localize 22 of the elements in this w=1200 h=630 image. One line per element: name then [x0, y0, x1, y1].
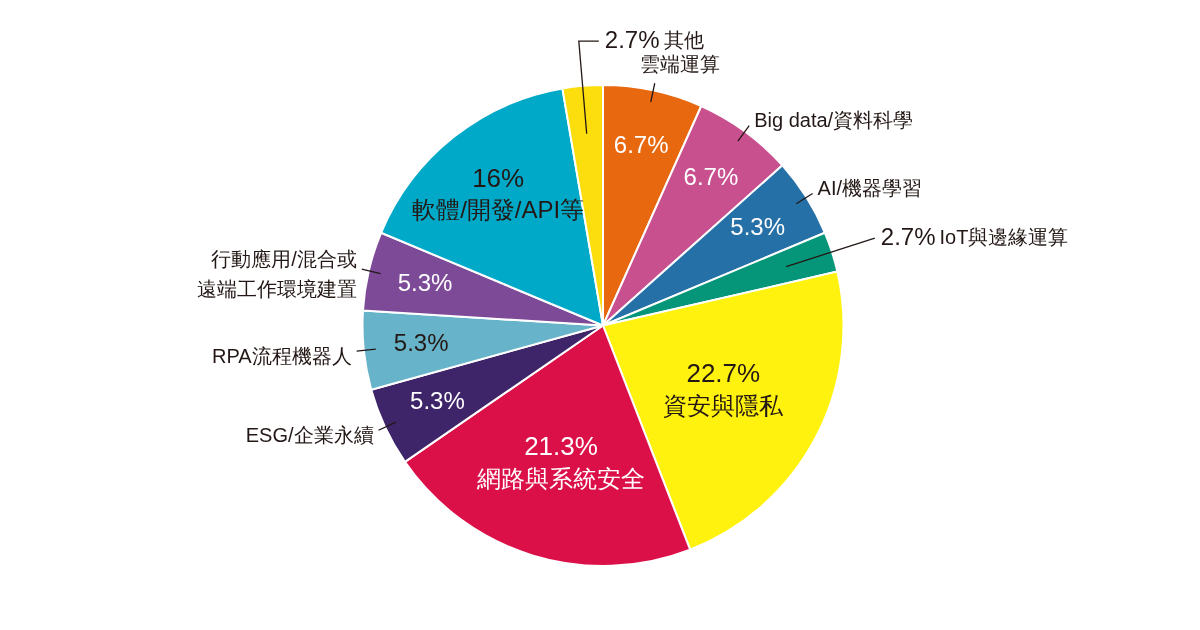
slice-label: 軟體/開發/API等: [412, 196, 585, 224]
slice-label: 行動應用/混合或遠端工作環境建置: [196, 247, 357, 300]
slice-label: 資安與隱私: [663, 391, 785, 419]
data-label: 5.3%: [397, 268, 453, 296]
slice-label: 其他: [663, 28, 704, 51]
slice-label: 雲端運算: [639, 52, 720, 75]
data-label: 6.7%: [613, 131, 669, 159]
slice-label: IoT與邊緣運算: [939, 225, 1069, 248]
data-label: 6.7%: [683, 162, 739, 190]
data-label: 2.7%: [604, 25, 660, 53]
data-label: 5.3%: [410, 387, 465, 415]
data-label: 5.3%: [393, 329, 449, 357]
data-label: 16%: [472, 162, 525, 193]
slice-label: ESG/企業永續: [245, 423, 374, 446]
slice-label: Big data/資料科學: [754, 109, 914, 132]
data-label: 5.3%: [730, 212, 785, 240]
slice-label: RPA流程機器人: [211, 344, 352, 367]
data-label: 21.3%: [524, 431, 598, 462]
data-label: 22.7%: [686, 358, 761, 389]
data-label: 2.7%: [880, 222, 936, 250]
slice-label: AI/機器學習: [817, 176, 923, 199]
slice-label: 網路與系統安全: [475, 464, 645, 492]
